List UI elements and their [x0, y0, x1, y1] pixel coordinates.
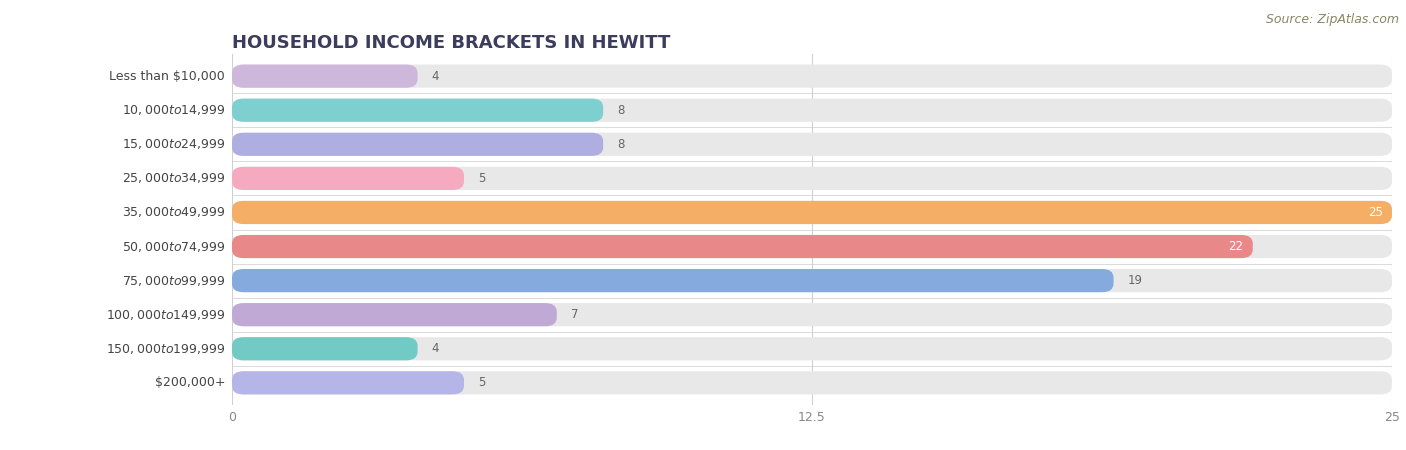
Text: 8: 8 [617, 138, 624, 151]
Text: $25,000 to $34,999: $25,000 to $34,999 [121, 171, 225, 185]
FancyBboxPatch shape [232, 167, 1392, 190]
Text: 19: 19 [1128, 274, 1143, 287]
Text: $15,000 to $24,999: $15,000 to $24,999 [121, 137, 225, 151]
Text: 7: 7 [571, 308, 578, 321]
FancyBboxPatch shape [232, 167, 464, 190]
FancyBboxPatch shape [232, 303, 1392, 326]
Text: $150,000 to $199,999: $150,000 to $199,999 [105, 342, 225, 356]
Text: $10,000 to $14,999: $10,000 to $14,999 [121, 103, 225, 117]
FancyBboxPatch shape [232, 64, 418, 88]
Text: 4: 4 [432, 342, 439, 355]
FancyBboxPatch shape [232, 133, 1392, 156]
Text: $200,000+: $200,000+ [155, 376, 225, 389]
FancyBboxPatch shape [232, 371, 464, 395]
Text: 22: 22 [1229, 240, 1243, 253]
FancyBboxPatch shape [232, 201, 1392, 224]
FancyBboxPatch shape [232, 235, 1253, 258]
FancyBboxPatch shape [232, 269, 1392, 292]
Text: 4: 4 [432, 70, 439, 83]
FancyBboxPatch shape [232, 235, 1392, 258]
FancyBboxPatch shape [232, 201, 1392, 224]
FancyBboxPatch shape [232, 371, 1392, 395]
Text: 8: 8 [617, 104, 624, 117]
FancyBboxPatch shape [232, 269, 1114, 292]
FancyBboxPatch shape [232, 303, 557, 326]
Text: 5: 5 [478, 172, 485, 185]
Text: Less than $10,000: Less than $10,000 [110, 70, 225, 83]
FancyBboxPatch shape [232, 133, 603, 156]
Text: $100,000 to $149,999: $100,000 to $149,999 [105, 308, 225, 322]
Text: HOUSEHOLD INCOME BRACKETS IN HEWITT: HOUSEHOLD INCOME BRACKETS IN HEWITT [232, 34, 671, 52]
Text: $50,000 to $74,999: $50,000 to $74,999 [121, 239, 225, 253]
Text: 25: 25 [1368, 206, 1382, 219]
FancyBboxPatch shape [232, 64, 1392, 88]
FancyBboxPatch shape [232, 337, 418, 360]
FancyBboxPatch shape [232, 99, 1392, 122]
Text: Source: ZipAtlas.com: Source: ZipAtlas.com [1265, 14, 1399, 27]
Text: $35,000 to $49,999: $35,000 to $49,999 [121, 206, 225, 220]
FancyBboxPatch shape [232, 99, 603, 122]
Text: $75,000 to $99,999: $75,000 to $99,999 [121, 274, 225, 288]
Text: 5: 5 [478, 376, 485, 389]
FancyBboxPatch shape [232, 337, 1392, 360]
